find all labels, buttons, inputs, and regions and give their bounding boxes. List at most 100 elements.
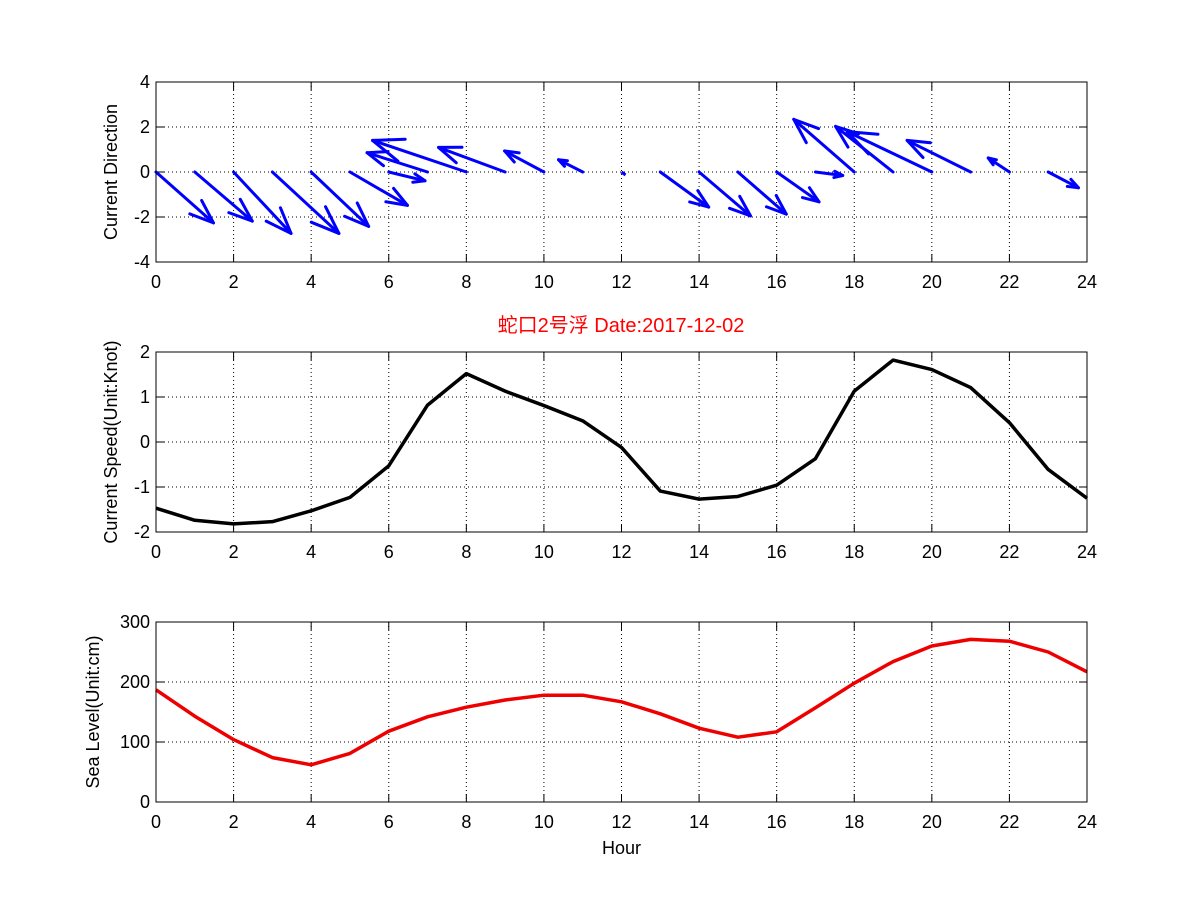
quiver-arrow <box>1046 170 1080 190</box>
y-tick-label: 0 <box>140 162 150 182</box>
axes-frame <box>155 351 1088 533</box>
quiver-arrow-head <box>411 172 427 184</box>
y-tick-label: -2 <box>134 522 150 542</box>
quiver-arrow-shaft <box>309 170 371 228</box>
x-tick-label: 20 <box>922 812 942 832</box>
quiver-arrow <box>193 170 254 223</box>
y-tick-label: 1 <box>140 387 150 407</box>
quiver-arrow-shaft <box>557 158 585 174</box>
quiver-arrow <box>620 170 627 177</box>
quiver-arrow-shaft <box>387 170 427 183</box>
quiver-arrow <box>154 170 215 225</box>
x-tick-label: 24 <box>1077 272 1097 292</box>
y-tick-label: 4 <box>140 72 150 92</box>
quiver-arrow <box>658 170 711 209</box>
y-axis-label: Current Direction <box>101 104 121 240</box>
quiver-arrow-shaft <box>845 130 934 174</box>
quiver-arrow-shaft <box>620 170 627 177</box>
x-tick-label: 0 <box>151 812 161 832</box>
x-tick-label: 18 <box>844 542 864 562</box>
quiver-arrow <box>813 169 845 180</box>
x-tick-label: 16 <box>767 272 787 292</box>
x-tick-label: 10 <box>534 272 554 292</box>
quiver-arrow-head <box>800 186 821 204</box>
quiver-arrow-head <box>845 130 880 156</box>
x-tick-label: 14 <box>689 272 709 292</box>
series-line <box>155 358 1089 526</box>
x-tick-label: 6 <box>384 272 394 292</box>
quiver-arrow-head <box>905 138 932 160</box>
quiver-arrow-shaft <box>348 170 409 207</box>
quiver-arrow-head <box>309 205 341 235</box>
x-tick-label: 20 <box>922 542 942 562</box>
x-tick-label: 16 <box>767 542 787 562</box>
x-tick-label: 4 <box>306 812 316 832</box>
quiver-arrow-head <box>688 189 711 209</box>
quiver-arrow-shaft <box>232 170 293 235</box>
quiver-arrow-head <box>764 193 788 216</box>
x-tick-label: 4 <box>306 542 316 562</box>
quiver-arrow-head <box>227 197 254 223</box>
quiver-arrow <box>232 170 293 235</box>
quiver-arrow-shaft <box>503 149 546 174</box>
y-axis-label: Current Speed(Unit:Knot) <box>101 340 121 543</box>
y-tick-label: -2 <box>134 207 150 227</box>
plot-area <box>156 622 1087 802</box>
quiver-arrow-head <box>365 150 390 168</box>
quiver-arrow-shaft <box>792 117 856 174</box>
quiver-arrow-head <box>792 117 821 145</box>
x-tick-label: 18 <box>844 272 864 292</box>
quiver-arrow-head <box>986 156 998 167</box>
x-tick-label: 8 <box>461 272 471 292</box>
quiver-arrow <box>309 170 371 228</box>
quiver-arrow-head <box>832 169 845 180</box>
quiver-arrow-shaft <box>658 170 711 209</box>
x-tick-label: 24 <box>1077 812 1097 832</box>
quiver-arrow <box>792 117 856 174</box>
figure-title: 蛇口2号浮 Date:2017-12-02 <box>498 314 745 337</box>
quiver-arrow <box>437 145 507 174</box>
quiver-arrow <box>371 137 468 174</box>
quiver-arrow-shaft <box>775 170 821 204</box>
x-tick-label: 10 <box>534 812 554 832</box>
x-tick-label: 20 <box>922 272 942 292</box>
y-tick-label: 200 <box>120 672 150 692</box>
quiver-arrow <box>557 158 585 174</box>
x-tick-label: 22 <box>999 812 1019 832</box>
y-tick-label: 2 <box>140 342 150 362</box>
x-tick-label: 12 <box>611 542 631 562</box>
quiver-arrow-head <box>557 158 569 168</box>
quiver-arrow <box>905 138 973 174</box>
quiver-arrow-shaft <box>371 138 468 174</box>
quiver-arrow-shaft <box>270 170 341 235</box>
x-tick-label: 4 <box>306 272 316 292</box>
quiver-arrow-head <box>437 145 464 165</box>
axes-frame <box>155 621 1088 803</box>
quiver-arrow-shaft <box>1046 170 1080 190</box>
quiver-arrow <box>697 170 753 218</box>
x-tick-label: 8 <box>461 542 471 562</box>
x-tick-label: 2 <box>229 812 239 832</box>
x-tick-label: 10 <box>534 542 554 562</box>
quiver-arrow-head <box>384 186 409 207</box>
quiver-arrow <box>503 149 546 174</box>
quiver-arrow <box>775 170 821 204</box>
x-tick-label: 6 <box>384 812 394 832</box>
quiver-arrow-shaft <box>905 138 973 174</box>
y-tick-label: 0 <box>140 792 150 812</box>
x-tick-label: 2 <box>229 542 239 562</box>
quiver-arrow-shaft <box>437 145 507 174</box>
axes-frame <box>155 81 1088 263</box>
quiver-arrow <box>387 170 427 184</box>
x-tick-label: 24 <box>1077 542 1097 562</box>
series-line <box>155 637 1088 767</box>
x-tick-label: 14 <box>689 542 709 562</box>
quiver-arrow <box>986 156 1011 174</box>
quiver-arrow-shaft <box>154 170 215 225</box>
x-tick-label: 14 <box>689 812 709 832</box>
y-axis-label: Sea Level(Unit:cm) <box>83 635 103 788</box>
